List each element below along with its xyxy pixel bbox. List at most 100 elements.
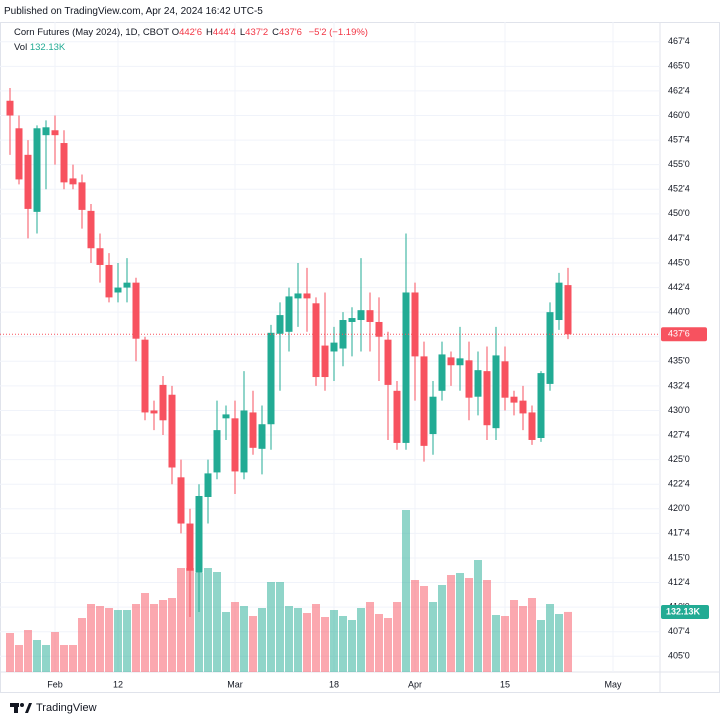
candle-body [456, 358, 464, 366]
y-tick-label: 415'0 [668, 552, 690, 562]
y-tick-label: 452'4 [668, 184, 690, 194]
volume-bar [123, 610, 131, 672]
volume-value: 132.13K [29, 42, 66, 53]
logo [10, 703, 32, 713]
volume-bar [114, 610, 122, 672]
volume-bar [357, 608, 365, 672]
candle-body [105, 264, 113, 298]
volume-bar [204, 568, 212, 672]
volume-bar [78, 618, 86, 672]
volume-bar [177, 568, 185, 672]
volume-bar [456, 573, 464, 672]
volume-bar [213, 572, 221, 672]
volume-bar [303, 613, 311, 672]
volume-bar [222, 612, 230, 672]
volume-bar [168, 598, 176, 672]
candle-body [510, 396, 518, 403]
volume-bar [447, 575, 455, 672]
volume-bar [492, 615, 500, 672]
ohlc-label: C [272, 27, 279, 38]
footer: TradingView [10, 702, 97, 714]
volume-bar [411, 580, 419, 672]
candle-body [420, 356, 428, 446]
candle-body [78, 182, 86, 210]
volume-bar [141, 593, 149, 672]
x-tick-label: Feb [47, 679, 63, 689]
candle-body [24, 154, 32, 209]
candle-body [483, 371, 491, 426]
candle-body [348, 318, 356, 322]
candle-body [501, 361, 509, 398]
candle-body [474, 370, 482, 397]
candle-body [375, 321, 383, 337]
y-tick-label: 417'4 [668, 528, 690, 538]
candle-body [528, 412, 536, 440]
candle-body [141, 339, 149, 413]
volume-bar [294, 608, 302, 672]
volume-bar [339, 616, 347, 672]
candle-body [159, 384, 167, 421]
candle-body [537, 373, 545, 438]
volume-bar [375, 614, 383, 672]
candle-body [546, 312, 554, 384]
x-tick-label: Apr [408, 679, 422, 689]
volume-bar [96, 606, 104, 672]
y-tick-label: 432'4 [668, 380, 690, 390]
candle-body [411, 292, 419, 357]
volume-bar [348, 620, 356, 672]
volume-bar [6, 633, 14, 672]
ohlc-value: 437'6 [278, 27, 302, 38]
volume-bar [51, 632, 59, 672]
candle-body [258, 424, 266, 449]
volume-bar [231, 602, 239, 672]
candle-body [267, 332, 275, 425]
y-tick-label: 405'0 [668, 651, 690, 661]
ohlc-values: O442'6 H444'4 L437'2 C437'6 [172, 27, 306, 38]
candle-body [519, 400, 527, 414]
candle-body [168, 394, 176, 468]
candle-body [6, 100, 14, 116]
change: −5'2 (−1.19%) [308, 27, 368, 38]
volume-bar [546, 604, 554, 672]
frame [0, 22, 720, 693]
candle-body [195, 496, 203, 573]
candle-body [492, 355, 500, 429]
candle-body [303, 293, 311, 299]
volume-bar [438, 585, 446, 672]
x-tick-label: May [604, 679, 622, 689]
y-tick-label: 457'4 [668, 134, 690, 144]
candle-body [123, 282, 131, 288]
y-tick-label: 407'4 [668, 626, 690, 636]
y-tick-label: 422'4 [668, 479, 690, 489]
candle-body [240, 410, 248, 473]
volume-bar [60, 645, 68, 672]
last-price-box [661, 327, 707, 342]
y-tick-label: 460'0 [668, 110, 690, 120]
volume-legend: Vol 132.13K [14, 42, 65, 53]
volume-bar [501, 616, 509, 672]
candle-body [366, 310, 374, 322]
footer-brand: TradingView [36, 702, 97, 714]
candle-body [339, 320, 347, 349]
volume-bar [249, 616, 257, 672]
volume-bar [285, 606, 293, 672]
legend-header: Corn Futures (May 2024), 1D, CBOT O442'6… [14, 27, 372, 38]
volume-box [661, 604, 709, 619]
candle-body [42, 127, 50, 136]
y-tick-label: 450'0 [668, 208, 690, 218]
volume-bar [24, 630, 32, 672]
ohlc-value: 444'4 [212, 27, 236, 38]
candle-body [438, 354, 446, 391]
candle-body [285, 296, 293, 332]
volume-bar [564, 611, 572, 672]
volume-bar [15, 645, 23, 672]
y-tick-label: 412'4 [668, 577, 690, 587]
candle-body [555, 282, 563, 321]
y-tick-label: 440'0 [668, 307, 690, 317]
volume-bar [33, 640, 41, 672]
volume-bar [528, 598, 536, 672]
y-tick-label: 420'0 [668, 503, 690, 513]
volume-bar [393, 602, 401, 672]
candle-body [564, 285, 572, 335]
